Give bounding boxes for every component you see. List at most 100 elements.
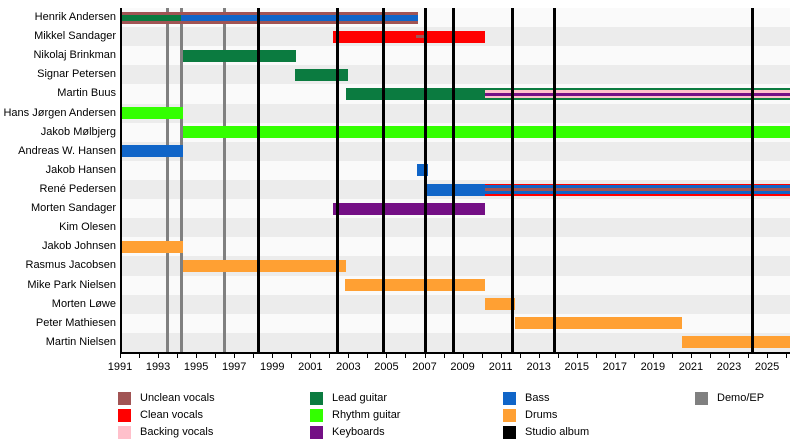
- axis-tick-label: 2021: [678, 361, 704, 373]
- timeline-bar-segment: [514, 317, 682, 330]
- row-stripe: [122, 218, 790, 238]
- timeline-bar-segment: [182, 49, 297, 62]
- legend-item: Studio album: [503, 425, 589, 439]
- legend-label: Studio album: [525, 426, 590, 438]
- timeline-bar-segment: [122, 11, 181, 24]
- member-label: Kim Olesen: [59, 221, 116, 234]
- clean-stripe: [484, 183, 790, 186]
- lead-stripe: [122, 14, 181, 21]
- unclean-stripe: [180, 20, 418, 24]
- axis-tick: [500, 354, 502, 358]
- axis-tick: [367, 354, 369, 358]
- legend-item: Rhythm guitar: [310, 408, 400, 422]
- bass-stripe: [484, 185, 790, 188]
- studio-album-line: [256, 8, 260, 352]
- timeline-bar-segment: [344, 279, 485, 292]
- axis-tick-label: 2013: [526, 361, 551, 373]
- rhythm-legend-swatch: [310, 408, 323, 422]
- axis-tick-label: 2003: [336, 361, 361, 373]
- member-label: Signar Petersen: [37, 68, 116, 81]
- legend-label: Clean vocals: [140, 409, 203, 421]
- axis-tick: [329, 354, 331, 358]
- clean-stripe: [333, 30, 486, 43]
- axis-tick: [272, 354, 274, 358]
- axis-tick: [576, 354, 578, 358]
- axis-tick-label: 2017: [602, 361, 628, 373]
- legend-item: Backing vocals: [118, 425, 213, 439]
- x-axis: 1991 1993 1995 1997 1999 2001 2003 2005 2007 2009…: [108, 354, 790, 378]
- member-label: Peter Mathiesen: [35, 316, 116, 329]
- axis-tick: [443, 354, 445, 358]
- member-label: Andreas W. Hansen: [18, 144, 116, 157]
- axis-tick: [291, 354, 293, 358]
- row-stripe: [122, 141, 790, 161]
- member-label: Henrik Andersen: [34, 11, 116, 23]
- row-stripe: [122, 160, 790, 180]
- legend-label: Drums: [525, 409, 558, 421]
- drums-stripe: [122, 240, 183, 253]
- member-labels: Henrik Andersen Mikkel Sandager Nikolaj Br…: [0, 8, 116, 354]
- axis-tick: [767, 354, 769, 358]
- lead-stripe: [345, 88, 485, 100]
- plot-area: [120, 8, 790, 354]
- bass-stripe: [427, 183, 485, 196]
- axis-tick: [652, 354, 654, 358]
- legend-label: Bass: [525, 392, 550, 404]
- backing-stripe: [484, 95, 790, 98]
- studio-album-line: [451, 8, 455, 352]
- member-label: Hans Jørgen Andersen: [3, 106, 116, 119]
- axis-tick-label: 1995: [183, 361, 209, 373]
- axis-tick-label: 1997: [221, 361, 247, 373]
- legend-item: Keyboards: [310, 425, 385, 439]
- member-label: Jakob Mølbjerg: [40, 125, 116, 138]
- axis-tick: [424, 354, 426, 358]
- timeline-bar-segment: [416, 164, 429, 177]
- axis-tick-label: 1999: [260, 361, 285, 373]
- timeline-bar-segment: [122, 145, 183, 158]
- legend-item: Drums: [503, 408, 557, 422]
- drums-legend-swatch: [503, 408, 516, 422]
- axis-tick-label: 2019: [640, 361, 666, 373]
- keys-legend-swatch: [310, 425, 323, 439]
- member-label: René Pedersen: [39, 183, 116, 195]
- axis-tick-label: 2007: [412, 361, 437, 373]
- drums-stripe: [182, 260, 346, 272]
- drums-stripe: [484, 298, 515, 311]
- axis-tick-label: 2001: [298, 361, 323, 373]
- member-label: Morten Sandager: [31, 202, 116, 215]
- row-stripe: [122, 103, 790, 123]
- member-label: Morten Løwe: [51, 297, 116, 310]
- axis-tick: [595, 354, 597, 358]
- bass-stripe: [180, 14, 418, 21]
- clean-stripe: [484, 194, 790, 196]
- axis-tick: [538, 354, 540, 358]
- bass-legend-swatch: [503, 391, 516, 405]
- axis-tick: [481, 354, 483, 358]
- bass-stripe: [416, 164, 429, 177]
- member-label: Martin Nielsen: [45, 335, 116, 348]
- row-stripe: [122, 237, 790, 257]
- demo-legend-swatch: [695, 391, 708, 405]
- rhythm-stripe: [122, 107, 183, 120]
- timeline-bar-segment: [182, 260, 346, 272]
- axis-tick: [786, 354, 788, 358]
- axis-tick: [158, 354, 160, 358]
- studio-album-line: [335, 8, 339, 352]
- bass-stripe: [484, 191, 790, 195]
- studio-album-line: [510, 8, 514, 352]
- axis-tick: [215, 354, 217, 358]
- axis-tick-label: 2025: [754, 361, 780, 373]
- drums-stripe: [514, 317, 682, 330]
- axis-tick: [139, 354, 141, 358]
- rhythm-stripe: [182, 126, 790, 139]
- axis-tick: [405, 354, 407, 358]
- drums-stripe: [344, 279, 485, 292]
- album-legend-swatch: [503, 425, 516, 439]
- timeline-bar-segment: [484, 88, 790, 100]
- axis-tick: [557, 354, 559, 358]
- demo-ep-line: [179, 8, 183, 352]
- timeline-bar-segment: [333, 30, 486, 43]
- axis-tick-label: 1991: [107, 361, 133, 373]
- timeline-bar-segment: [427, 183, 485, 196]
- axis-tick: [348, 354, 350, 358]
